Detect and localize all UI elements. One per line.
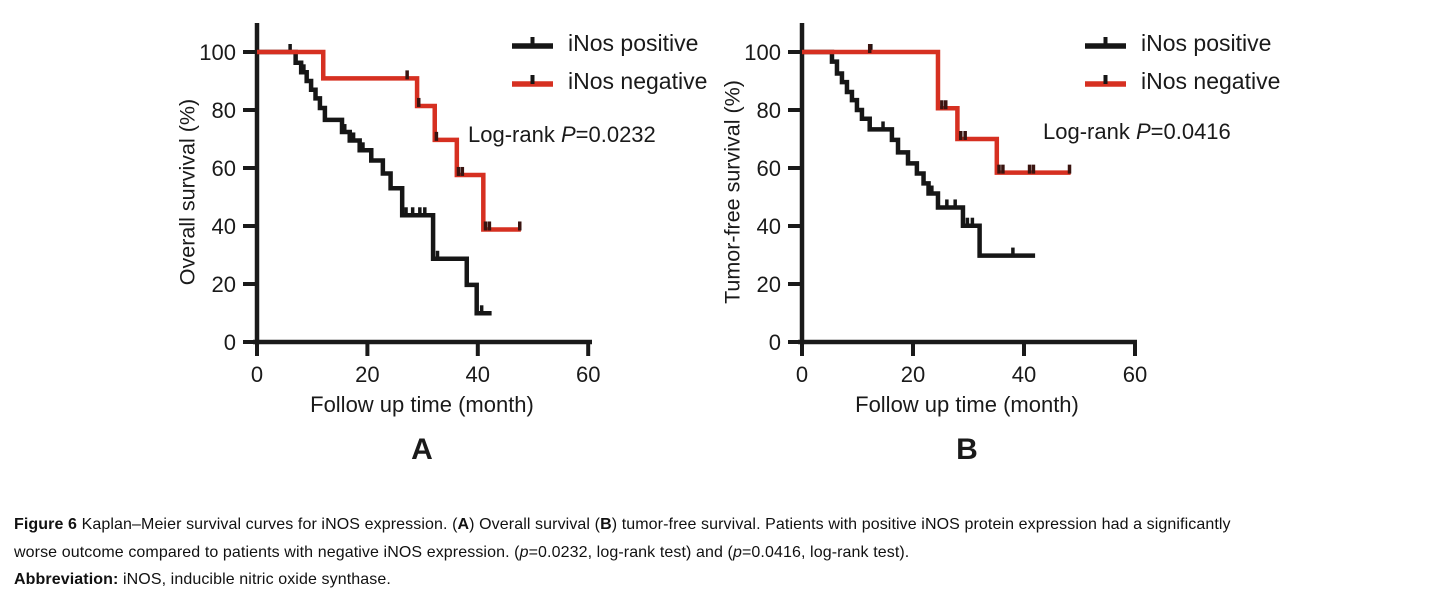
x-tick-label: 0 bbox=[796, 362, 808, 387]
legend-label: iNos negative bbox=[1141, 67, 1281, 94]
caption-line-3: Abbreviation: iNOS, inducible nitric oxi… bbox=[14, 566, 1446, 594]
y-tick-label: 0 bbox=[224, 330, 236, 355]
y-tick-label: 80 bbox=[757, 98, 781, 123]
caption-segment: Figure 6 bbox=[14, 516, 78, 533]
logrank-text-segment: Log-rank bbox=[468, 122, 561, 147]
x-tick-label: 20 bbox=[355, 362, 379, 387]
logrank-text-segment: =0.0232 bbox=[575, 122, 656, 147]
km-plot-overall-survival: 100 80 60 40 20 00 20 40 60 bbox=[199, 23, 600, 387]
km-plot-tumor-free-survival: 100 80 60 40 20 00 20 40 60 bbox=[744, 23, 1147, 387]
panel-a: 100 80 60 40 20 0 0 20 40 60 Overall survival (%)… bbox=[150, 0, 770, 480]
legend-item-inos-negative: iNos negative bbox=[510, 65, 707, 97]
km-curve-inos-positive bbox=[257, 49, 492, 316]
legend-item-inos-positive: iNos positive bbox=[510, 27, 707, 59]
caption-segment: =0.0416, log-rank test). bbox=[741, 543, 910, 561]
caption-segment: A bbox=[457, 516, 470, 533]
y-tick-label: 20 bbox=[212, 272, 236, 297]
caption-segment: p bbox=[732, 543, 742, 561]
legend-item-inos-positive: iNos positive bbox=[1083, 27, 1280, 59]
caption-line-1: Figure 6 Kaplan–Meier survival curves fo… bbox=[14, 511, 1446, 539]
logrank-text-segment: =0.0416 bbox=[1150, 119, 1231, 144]
y-tick-label: 40 bbox=[212, 214, 236, 239]
panel-letter-b: B bbox=[956, 433, 978, 466]
legend-marker-inos-negative bbox=[1085, 75, 1126, 87]
legend-marker-inos-negative bbox=[512, 75, 553, 87]
caption-segment: p bbox=[519, 543, 529, 561]
caption-segment: Kaplan–Meier survival curves for iNOS ex… bbox=[77, 516, 458, 533]
x-tick-label: 60 bbox=[1123, 362, 1147, 387]
y-tick-label: 40 bbox=[757, 214, 781, 239]
caption-segment: Abbreviation: bbox=[14, 571, 119, 588]
y-tick-label: 100 bbox=[744, 40, 781, 65]
x-axis-title: Follow up time (month) bbox=[855, 392, 1079, 417]
legend-label: iNos positive bbox=[1141, 29, 1272, 56]
x-tick-label: 60 bbox=[576, 362, 600, 387]
x-tick-label: 0 bbox=[251, 362, 263, 387]
caption-segment: ) tumor-free survival. Patients with pos… bbox=[611, 516, 1231, 533]
x-axis-title: Follow up time (month) bbox=[310, 392, 534, 417]
legend-label: iNos positive bbox=[568, 29, 699, 56]
km-curve-inos-positive bbox=[802, 49, 1036, 258]
km-curve-inos-negative bbox=[257, 49, 521, 232]
x-tick-label: 20 bbox=[901, 362, 925, 387]
legend-panel-a: iNos positive iNos negative bbox=[510, 27, 707, 103]
legend-panel-b: iNos positive iNos negative bbox=[1083, 27, 1280, 103]
logrank-annotation-a: Log-rank P=0.0232 bbox=[468, 122, 656, 148]
panel-letter-a: A bbox=[411, 433, 433, 466]
caption-segment: B bbox=[600, 516, 612, 533]
y-tick-label: 60 bbox=[757, 156, 781, 181]
panel-b: 100 80 60 40 20 0 0 20 40 60 Tumor-free survival … bbox=[695, 0, 1315, 480]
y-axis-title: Overall survival (%) bbox=[175, 98, 200, 286]
y-tick-label: 20 bbox=[757, 272, 781, 297]
caption-segment: worse outcome compared to patients with … bbox=[14, 543, 520, 561]
logrank-text-segment: P bbox=[560, 122, 576, 147]
legend-item-inos-negative: iNos negative bbox=[1083, 65, 1280, 97]
x-tick-label: 40 bbox=[1012, 362, 1036, 387]
legend-marker-inos-positive bbox=[512, 37, 553, 49]
y-tick-label: 60 bbox=[212, 156, 236, 181]
y-axis-title: Tumor-free survival (%) bbox=[720, 80, 745, 304]
km-curve-inos-negative bbox=[802, 49, 1071, 175]
caption-segment: iNOS, inducible nitric oxide synthase. bbox=[118, 571, 391, 588]
x-tick-label: 40 bbox=[466, 362, 490, 387]
y-tick-label: 100 bbox=[199, 40, 236, 65]
caption-segment: ) Overall survival ( bbox=[469, 516, 601, 533]
caption-segment: =0.0232, log-rank test) and ( bbox=[528, 543, 733, 561]
figure-6-kaplan-meier: 100 80 60 40 20 0 0 20 40 60 Overall survival (%)… bbox=[150, 0, 1315, 480]
y-tick-label: 0 bbox=[769, 330, 781, 355]
y-tick-label: 80 bbox=[212, 98, 236, 123]
logrank-text-segment: P bbox=[1135, 119, 1151, 144]
legend-label: iNos negative bbox=[568, 67, 708, 94]
figure-caption: Figure 6 Kaplan–Meier survival curves fo… bbox=[14, 511, 1446, 594]
logrank-text-segment: Log-rank bbox=[1043, 119, 1136, 144]
legend-marker-inos-positive bbox=[1085, 37, 1126, 49]
caption-line-2: worse outcome compared to patients with … bbox=[14, 539, 1446, 567]
logrank-annotation-b: Log-rank P=0.0416 bbox=[1043, 119, 1231, 145]
